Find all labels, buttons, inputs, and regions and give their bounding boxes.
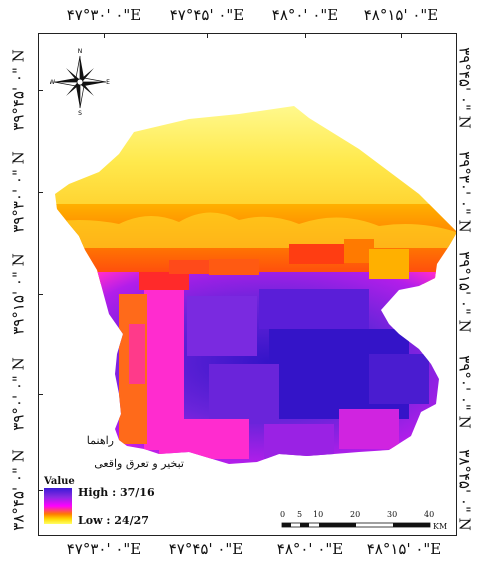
bottom-lon-label: ۴۸°۱۵' ۰"E [366, 540, 442, 558]
right-lat-label: ۳۸°۴۵' ۰" N [455, 449, 474, 531]
scale-label-0: 0 [280, 510, 286, 519]
frame-tick [38, 394, 43, 395]
left-lat-label: ۳۹°۴۵' ۰" N [9, 49, 28, 131]
compass-e-label: E [106, 79, 110, 86]
frame-tick [305, 33, 306, 38]
bottom-lon-label: ۴۸°۰' ۰"E [276, 540, 344, 558]
legend-color-ramp [44, 488, 72, 524]
left-lat-label: ۳۹°۱۵' ۰" N [9, 253, 28, 335]
frame-tick [104, 33, 105, 38]
left-lat-label: ۳۹°۳۰' ۰" N [9, 151, 28, 233]
legend-heading: راهنما [86, 434, 114, 447]
legend-low-label: Low : 24/27 [78, 514, 149, 527]
frame-tick [401, 33, 402, 38]
frame-tick [38, 294, 43, 295]
scale-label-20: 20 [350, 510, 361, 519]
north-arrow-icon: N S E W [50, 48, 110, 116]
scale-label-5: 5 [297, 510, 303, 519]
scale-label-30: 30 [387, 510, 398, 519]
right-lat-label: ۳۹°۰' ۰" N [455, 355, 474, 429]
bottom-lon-label: ۴۷°۳۰' ۰"E [66, 540, 142, 558]
scale-unit: KM [433, 522, 448, 531]
frame-tick [207, 33, 208, 38]
scale-bar [281, 522, 431, 528]
left-lat-label: ۳۸°۴۵' ۰" N [9, 449, 28, 531]
top-lon-label: ۴۷°۴۵' ۰"E [169, 6, 245, 24]
map-raster [55, 106, 456, 464]
compass-w-label: W [50, 79, 55, 86]
scale-label-40: 40 [424, 510, 435, 519]
top-lon-label: ۴۸°۱۵' ۰"E [363, 6, 439, 24]
legend-subtitle: تبخیر و تعرق واقعی [94, 457, 184, 470]
frame-tick [38, 490, 43, 491]
frame-tick [38, 192, 43, 193]
right-lat-label: ۳۹°۴۵' ۰" N [455, 47, 474, 129]
scale-label-10: 10 [313, 510, 324, 519]
frame-tick [38, 90, 43, 91]
legend-value-label: Value [44, 476, 75, 487]
legend-high-label: High : 37/16 [78, 486, 155, 499]
top-lon-label: ۴۷°۳۰' ۰"E [66, 6, 142, 24]
compass-s-label: S [78, 110, 82, 116]
right-lat-label: ۳۹°۱۵' ۰" N [455, 251, 474, 333]
compass-n-label: N [78, 48, 83, 55]
bottom-lon-label: ۴۷°۴۵' ۰"E [168, 540, 244, 558]
top-lon-label: ۴۸°۰' ۰"E [271, 6, 339, 24]
right-lat-label: ۳۹°۳۰' ۰" N [455, 151, 474, 233]
left-lat-label: ۳۹°۰' ۰" N [9, 357, 28, 431]
